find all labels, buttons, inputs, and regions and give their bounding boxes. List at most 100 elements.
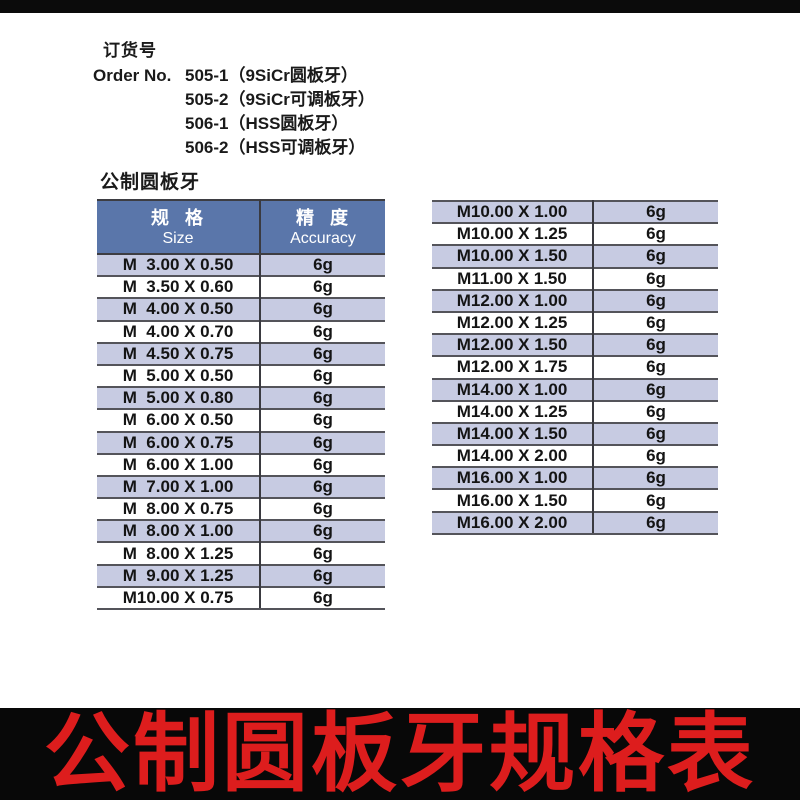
accuracy-cell: 6g [260,319,385,343]
spec-row: M 4.50 X 0.75 6g [97,341,385,365]
spec-row: M16.00 X 1.00 6g [432,466,718,490]
size-cell: M 8.00 X 1.00 [97,519,261,543]
accuracy-cell: 6g [260,474,385,499]
size-cell: M12.00 X 1.75 [432,355,594,379]
size-cell: M14.00 X 2.00 [432,444,594,468]
size-cell: M14.00 X 1.25 [432,399,594,423]
spec-row: M 9.00 X 1.25 6g [97,563,385,587]
accuracy-cell: 6g [593,466,718,490]
spec-row: M11.00 X 1.50 6g [432,266,718,290]
size-column-header: 规 格 Size [97,199,261,255]
spec-row: M 3.00 X 0.50 6g [97,252,385,277]
spec-row: M 8.00 X 0.75 6g [97,497,385,521]
spec-row: M 6.00 X 0.50 6g [97,408,385,432]
section-label-metric-round-die: 公制圆板牙 [100,172,201,193]
accuracy-cell: 6g [593,222,718,246]
size-cell: M11.00 X 1.50 [432,266,594,290]
size-cell: M16.00 X 2.00 [432,510,594,535]
size-cell: M14.00 X 1.00 [432,377,594,401]
accuracy-cell: 6g [260,452,385,476]
size-cell: M 8.00 X 0.75 [97,497,261,521]
accuracy-cell: 6g [593,355,718,379]
spec-row: M16.00 X 1.50 6g [432,488,718,512]
spec-row: M 4.00 X 0.70 6g [97,319,385,343]
size-cell: M 4.00 X 0.50 [97,297,261,321]
accuracy-header-cn: 精 度 [295,207,350,228]
accuracy-cell: 6g [593,399,718,423]
accuracy-cell: 6g [593,199,718,224]
spec-row: M14.00 X 2.00 6g [432,444,718,468]
accuracy-cell: 6g [593,310,718,335]
order-number-title-cn: 订货号 [103,41,157,60]
spec-row: M 6.00 X 0.75 6g [97,430,385,454]
order-item: 505-2（9SiCr可调板牙） [185,90,375,109]
spec-row: M12.00 X 1.50 6g [432,333,718,357]
spec-row: M14.00 X 1.25 6g [432,399,718,423]
accuracy-cell: 6g [593,244,718,268]
accuracy-cell: 6g [593,510,718,535]
spec-table-header-row: 规 格 Size 精 度 Accuracy [97,199,385,255]
spec-row: M14.00 X 1.00 6g [432,377,718,401]
top-black-bar [0,0,800,13]
accuracy-cell: 6g [260,341,385,365]
spec-row: M10.00 X 1.25 6g [432,222,718,246]
accuracy-header-en: Accuracy [290,229,356,247]
size-cell: M 5.00 X 0.50 [97,363,261,388]
size-cell: M16.00 X 1.00 [432,466,594,490]
size-cell: M 6.00 X 0.75 [97,430,261,454]
size-cell: M10.00 X 1.50 [432,244,594,268]
order-number-label-en: Order No. [93,66,172,85]
size-cell: M12.00 X 1.00 [432,288,594,312]
spec-table-left: 规 格 Size 精 度 Accuracy M 3.00 X 0.50 6g M 3… [97,199,385,611]
order-item: 505-1（9SiCr圆板牙） [185,66,358,85]
size-cell: M16.00 X 1.50 [432,488,594,512]
accuracy-cell: 6g [260,430,385,454]
accuracy-cell: 6g [260,497,385,521]
accuracy-cell: 6g [593,288,718,312]
size-cell: M12.00 X 1.50 [432,333,594,357]
spec-row: M 8.00 X 1.00 6g [97,519,385,543]
size-cell: M 5.00 X 0.80 [97,386,261,410]
size-cell: M 7.00 X 1.00 [97,474,261,499]
accuracy-cell: 6g [593,377,718,401]
accuracy-cell: 6g [260,563,385,587]
spec-row: M 6.00 X 1.00 6g [97,452,385,476]
size-header-cn: 规 格 [150,207,205,228]
accuracy-cell: 6g [593,488,718,512]
spec-row: M 8.00 X 1.25 6g [97,541,385,565]
banner-title-text: 公制圆板牙规格表 [44,706,756,802]
order-item: 506-2（HSS可调板牙） [185,138,366,157]
size-cell: M10.00 X 1.00 [432,199,594,224]
order-info-block: 订货号 Order No. 505-1（9SiCr圆板牙） 505-2（9SiC… [93,36,375,160]
size-cell: M 3.00 X 0.50 [97,252,261,277]
size-cell: M10.00 X 0.75 [97,585,261,611]
size-cell: M 8.00 X 1.25 [97,541,261,565]
size-cell: M 6.00 X 1.00 [97,452,261,476]
accuracy-cell: 6g [593,333,718,357]
accuracy-cell: 6g [593,421,718,446]
spec-row: M 4.00 X 0.50 6g [97,297,385,321]
spec-row: M12.00 X 1.75 6g [432,355,718,379]
accuracy-cell: 6g [260,585,385,611]
size-cell: M 3.50 X 0.60 [97,275,261,299]
bottom-title-banner: 公制圆板牙规格表 [0,708,800,800]
spec-row: M12.00 X 1.25 6g [432,310,718,335]
size-cell: M 4.50 X 0.75 [97,341,261,365]
spec-row: M 7.00 X 1.00 6g [97,474,385,499]
accuracy-cell: 6g [260,541,385,565]
spec-row: M10.00 X 1.50 6g [432,244,718,268]
accuracy-cell: 6g [260,408,385,432]
accuracy-cell: 6g [260,386,385,410]
size-cell: M 4.00 X 0.70 [97,319,261,343]
order-item: 506-1（HSS圆板牙） [185,114,349,133]
spec-row: M 5.00 X 0.50 6g [97,363,385,388]
spec-row: M14.00 X 1.50 6g [432,421,718,446]
accuracy-cell: 6g [260,275,385,299]
size-cell: M 6.00 X 0.50 [97,408,261,432]
size-cell: M10.00 X 1.25 [432,222,594,246]
spec-row: M12.00 X 1.00 6g [432,288,718,312]
order-number-items: 505-1（9SiCr圆板牙） 505-2（9SiCr可调板牙） 506-1（H… [185,64,375,160]
size-cell: M12.00 X 1.25 [432,310,594,335]
accuracy-cell: 6g [260,519,385,543]
order-number-row: Order No. 505-1（9SiCr圆板牙） 505-2（9SiCr可调板… [93,64,375,160]
